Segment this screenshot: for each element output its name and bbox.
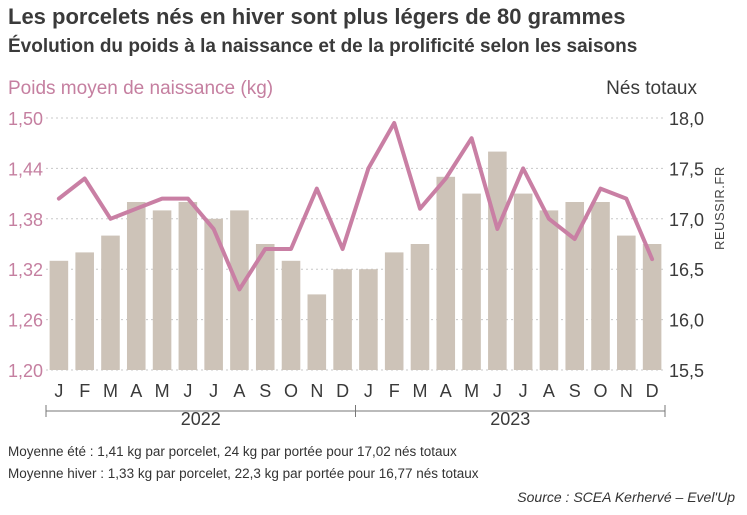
- bar: [591, 202, 610, 370]
- x-tick-label: J: [493, 381, 502, 401]
- bar: [333, 269, 352, 370]
- bar: [565, 202, 585, 370]
- bar: [462, 193, 481, 370]
- x-tick-label: F: [79, 381, 90, 401]
- y-right-tick-label: 17,0: [669, 210, 704, 230]
- chart-subtitle: Évolution du poids à la naissance et de …: [8, 36, 638, 57]
- source-note: Source : SCEA Kerhervé – Evel'Up: [517, 489, 735, 505]
- x-tick-label: J: [364, 381, 373, 401]
- nes-totaux-line: [56, 121, 655, 292]
- x-tick-label: S: [569, 381, 581, 401]
- x-tick-label: D: [646, 381, 659, 401]
- chart-area: 1,20 15,5 1,26 16,0 1,32 16,5 1,38 17,0 1,44 17,5…: [8, 109, 704, 429]
- bar: [488, 151, 507, 370]
- x-tick-label: J: [183, 381, 192, 401]
- bar: [281, 260, 301, 370]
- bar: [49, 260, 69, 370]
- chart-title: Les porcelets nés en hiver sont plus lég…: [8, 4, 626, 29]
- y-left-tick-label: 1,44: [8, 159, 43, 179]
- y-left-tick-label: 1,26: [8, 311, 43, 331]
- x-tick-label: M: [464, 381, 479, 401]
- bar: [617, 235, 636, 370]
- y-right-tick-label: 18,0: [669, 109, 704, 129]
- watermark: REUSSIR.FR: [712, 166, 727, 250]
- y-right-tick-label: 16,5: [669, 260, 704, 280]
- x-tick-label: D: [336, 381, 349, 401]
- bar: [513, 193, 533, 370]
- winter-average-note: Moyenne hiver : 1,33 kg par porcelet, 22…: [8, 466, 479, 481]
- x-tick-label: O: [284, 381, 298, 401]
- bar: [384, 252, 404, 370]
- bar: [410, 244, 430, 370]
- bar: [539, 210, 559, 370]
- y-axis-right-label: Nés totaux: [606, 78, 697, 99]
- x-tick-label: O: [594, 381, 608, 401]
- y-right-tick-label: 16,0: [669, 311, 704, 331]
- bar: [178, 202, 198, 370]
- x-tick-label: F: [389, 381, 400, 401]
- bar: [101, 235, 120, 370]
- bar: [75, 252, 94, 370]
- x-tick-label: J: [519, 381, 528, 401]
- x-tick-label: N: [620, 381, 633, 401]
- x-tick-label: J: [209, 381, 218, 401]
- year-label: 2022: [181, 409, 221, 429]
- y-left-tick-label: 1,50: [8, 109, 43, 129]
- bar: [255, 244, 275, 370]
- bar: [126, 202, 146, 370]
- x-tick-label: A: [440, 381, 452, 401]
- summer-average-note: Moyenne été : 1,41 kg par porcelet, 24 k…: [8, 444, 457, 459]
- bar: [642, 244, 662, 370]
- x-tick-label: M: [103, 381, 118, 401]
- bar: [307, 294, 327, 370]
- x-tick-label: A: [130, 381, 142, 401]
- x-tick-label: J: [54, 381, 63, 401]
- x-tick-label: A: [233, 381, 245, 401]
- y-right-tick-label: 17,5: [669, 159, 704, 179]
- bar: [152, 210, 172, 370]
- y-left-tick-label: 1,38: [8, 210, 43, 230]
- x-tick-label: S: [259, 381, 271, 401]
- bar: [204, 218, 223, 370]
- y-left-tick-label: 1,32: [8, 260, 43, 280]
- y-left-tick-label: 1,20: [8, 361, 43, 381]
- y-right-tick-label: 15,5: [669, 361, 704, 381]
- bar: [359, 269, 378, 370]
- y-axis-left-label: Poids moyen de naissance (kg): [8, 78, 274, 99]
- year-label: 2023: [490, 409, 530, 429]
- x-tick-label: M: [155, 381, 170, 401]
- x-tick-label: N: [310, 381, 323, 401]
- x-tick-label: M: [412, 381, 427, 401]
- bar: [436, 176, 456, 370]
- x-tick-label: A: [543, 381, 555, 401]
